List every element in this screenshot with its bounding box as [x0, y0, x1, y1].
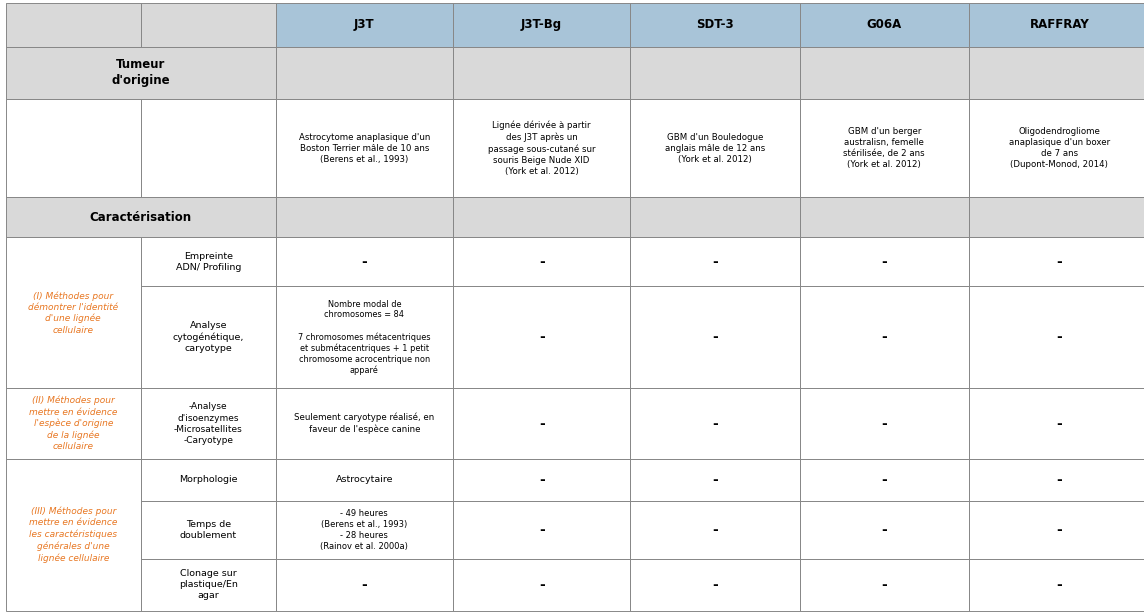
Bar	[276, 559, 453, 611]
Text: -: -	[712, 523, 718, 537]
Bar	[630, 501, 800, 559]
Text: -: -	[539, 255, 545, 269]
Bar	[630, 389, 800, 459]
Bar	[453, 197, 630, 237]
Text: - 49 heures
(Berens et al., 1993)
- 28 heures
(Rainov et al. 2000a): - 49 heures (Berens et al., 1993) - 28 h…	[320, 510, 408, 551]
Bar	[800, 237, 969, 286]
Text: G06A: G06A	[867, 18, 901, 31]
Bar	[141, 3, 276, 47]
Bar	[276, 459, 453, 501]
Bar	[141, 389, 276, 459]
Bar	[276, 237, 453, 286]
Text: SDT-3: SDT-3	[697, 18, 733, 31]
Text: -: -	[362, 255, 367, 269]
Bar	[969, 459, 1144, 501]
Bar	[630, 47, 800, 99]
Bar	[969, 99, 1144, 197]
Bar	[276, 286, 453, 389]
Text: (II) Méthodes pour
mettre en évidence
l'espèce d'origine
de la lignée
cellulaire: (II) Méthodes pour mettre en évidence l'…	[29, 396, 118, 451]
Bar	[630, 47, 800, 99]
Bar	[453, 99, 630, 197]
Bar	[630, 197, 800, 237]
Bar	[800, 47, 969, 99]
Text: Analyse
cytogénétique,
caryotype: Analyse cytogénétique, caryotype	[173, 321, 244, 353]
Text: -: -	[881, 416, 888, 430]
Bar	[453, 559, 630, 611]
Text: Nombre modal de
chromosomes = 84

7 chromosomes métacentriques
et submétacentriq: Nombre modal de chromosomes = 84 7 chrom…	[299, 300, 430, 375]
Text: -: -	[539, 473, 545, 487]
Bar	[141, 559, 276, 611]
Bar	[453, 197, 630, 237]
Text: -: -	[712, 330, 718, 344]
Bar	[141, 459, 276, 501]
Text: -: -	[539, 416, 545, 430]
Text: GBM d'un berger
australisn, femelle
stérilisée, de 2 ans
(York et al. 2012): GBM d'un berger australisn, femelle stér…	[843, 127, 925, 169]
Text: -: -	[362, 578, 367, 592]
Text: -: -	[712, 578, 718, 592]
Text: Caractérisation: Caractérisation	[89, 211, 192, 224]
Text: -: -	[539, 578, 545, 592]
Bar	[630, 3, 800, 47]
Bar	[800, 286, 969, 389]
Bar	[453, 459, 630, 501]
Bar	[6, 47, 276, 99]
Text: Astrocytome anaplasique d'un
Boston Terrier mâle de 10 ans
(Berens et al., 1993): Astrocytome anaplasique d'un Boston Terr…	[299, 133, 430, 164]
Text: -: -	[1056, 578, 1063, 592]
Bar	[630, 286, 800, 389]
Bar	[6, 389, 141, 459]
Bar	[800, 197, 969, 237]
Bar	[630, 459, 800, 501]
Bar	[453, 501, 630, 559]
Text: Morphologie: Morphologie	[178, 475, 238, 484]
Bar	[453, 47, 630, 99]
Bar	[969, 197, 1144, 237]
Text: Lignée dérivée à partir
des J3T après un
passage sous-cutané sur
souris Beige Nu: Lignée dérivée à partir des J3T après un…	[488, 120, 595, 176]
Bar	[800, 47, 969, 99]
Bar	[6, 99, 141, 197]
Text: -: -	[1056, 523, 1063, 537]
Bar	[969, 559, 1144, 611]
Bar	[630, 237, 800, 286]
Text: -: -	[1056, 255, 1063, 269]
Bar	[6, 3, 141, 47]
Bar	[969, 3, 1144, 47]
Bar	[630, 197, 800, 237]
Bar	[6, 47, 276, 99]
Bar	[800, 3, 969, 47]
Text: -: -	[1056, 330, 1063, 344]
Bar	[6, 459, 141, 611]
Text: -: -	[881, 255, 888, 269]
Bar	[276, 197, 453, 237]
Bar	[969, 286, 1144, 389]
Bar	[969, 389, 1144, 459]
Bar	[141, 99, 276, 197]
Bar	[6, 3, 141, 47]
Bar	[276, 3, 453, 47]
Bar	[453, 3, 630, 47]
Text: Oligodendrogliome
anaplasique d'un boxer
de 7 ans
(Dupont-Monod, 2014): Oligodendrogliome anaplasique d'un boxer…	[1009, 127, 1110, 169]
Text: J3T: J3T	[353, 18, 375, 31]
Bar	[6, 197, 276, 237]
Bar	[276, 99, 453, 197]
Bar	[630, 559, 800, 611]
Bar	[141, 237, 276, 286]
Bar	[969, 47, 1144, 99]
Bar	[141, 501, 276, 559]
Text: -Analyse
d'isoenzymes
-Microsatellites
-Caryotype: -Analyse d'isoenzymes -Microsatellites -…	[174, 402, 243, 445]
Text: (I) Méthodes pour
démontrer l'identité
d'une lignée
cellulaire: (I) Méthodes pour démontrer l'identité d…	[29, 291, 118, 335]
Bar	[800, 99, 969, 197]
Text: Empreinte
ADN/ Profiling: Empreinte ADN/ Profiling	[175, 252, 241, 272]
Bar	[276, 197, 453, 237]
Bar	[800, 389, 969, 459]
Text: -: -	[1056, 473, 1063, 487]
Bar	[6, 197, 276, 237]
Bar	[630, 3, 800, 47]
Text: Clonage sur
plastique/En
agar: Clonage sur plastique/En agar	[178, 569, 238, 600]
Bar	[969, 197, 1144, 237]
Bar	[800, 501, 969, 559]
Bar	[141, 286, 276, 389]
Text: Seulement caryotype réalisé, en
faveur de l'espèce canine: Seulement caryotype réalisé, en faveur d…	[294, 413, 435, 434]
Text: RAFFRAY: RAFFRAY	[1030, 18, 1089, 31]
Bar	[276, 3, 453, 47]
Text: -: -	[881, 473, 888, 487]
